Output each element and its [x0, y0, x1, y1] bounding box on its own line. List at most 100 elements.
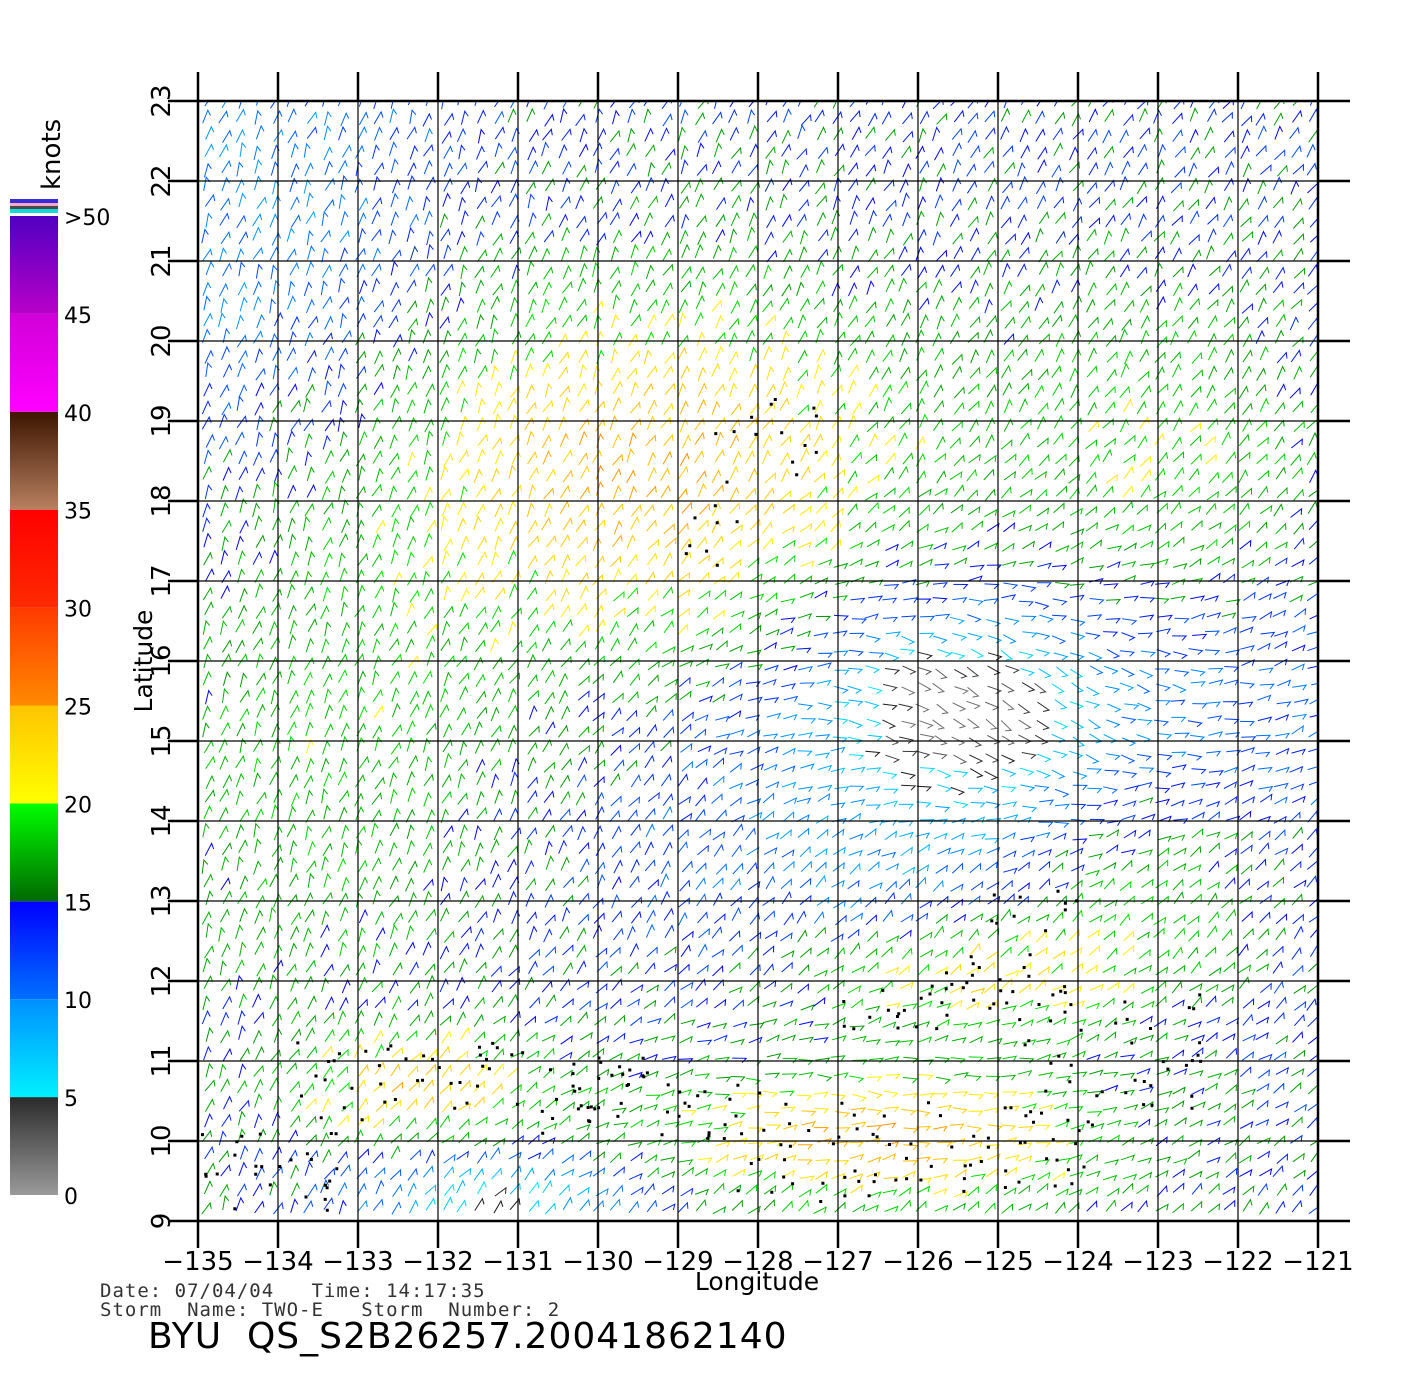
wind-barb-group — [628, 485, 638, 501]
wind-barb-group — [882, 703, 1016, 792]
wind-barb-group — [290, 364, 1154, 1178]
wind-barb-group — [269, 317, 1250, 1212]
longitude-tick-label: −133 — [322, 1247, 393, 1277]
color-scale-cap — [10, 199, 58, 203]
wind-barb-group — [457, 380, 916, 1179]
wind-barb-group — [799, 1036, 815, 1043]
wind-barb-group — [426, 312, 1051, 1145]
wind-barb-group — [202, 158, 1306, 1215]
wind-barb-group — [848, 635, 1103, 857]
wind-barb-group — [201, 101, 1287, 1197]
wind-barb-group — [205, 247, 885, 658]
wind-barb-group — [205, 176, 1303, 1194]
wind-barb-group — [456, 635, 916, 1194]
latitude-tick-labels: 9 10 11 12 13 14 15 16 17 18 19 20 21 22 23 — [147, 84, 177, 1229]
wind-barb-group — [1002, 801, 1018, 808]
wind-barb-group — [391, 1081, 404, 1093]
wind-barb-group — [798, 679, 1118, 744]
wind-barb-group — [558, 366, 995, 1118]
wind-barb-group — [323, 282, 1252, 1126]
wind-barb-group — [238, 127, 1156, 1160]
wind-barb-group — [203, 125, 1154, 871]
wind-barb-group — [221, 159, 1272, 1214]
wind-barb-group — [529, 142, 1304, 1042]
latitude-tick-label: 13 — [147, 884, 177, 917]
wind-barb-group — [205, 101, 1303, 1214]
plot-frame — [196, 99, 1320, 1223]
wind-barb-group — [578, 430, 588, 446]
wind-barb-group — [660, 484, 671, 499]
latitude-tick-label: 10 — [147, 1124, 177, 1157]
wind-barb-group — [730, 669, 1206, 891]
wind-barb-group — [218, 246, 1303, 1212]
wind-barb-group — [254, 109, 816, 688]
wind-barb-group — [865, 750, 984, 778]
wind-barb-group — [647, 451, 919, 1166]
wind-barb-group — [218, 110, 1190, 773]
wind-barb-group — [374, 126, 1208, 1160]
wind-barb-group — [459, 484, 1001, 1161]
wind-barb-group — [253, 211, 1287, 1180]
wind-barb-group — [203, 101, 1253, 1212]
wind-barb-group — [1225, 649, 1289, 789]
wind-barb-group — [797, 616, 965, 756]
latitude-tick-label: 22 — [147, 164, 177, 197]
wind-barb-group — [372, 211, 1272, 1029]
wind-barb-group — [953, 754, 968, 765]
wind-barb-group — [305, 210, 965, 841]
wind-barb-group — [337, 294, 1236, 1080]
color-scale-label: 25 — [64, 696, 92, 721]
wind-barb-group — [288, 244, 1288, 1214]
color-scale-band — [10, 803, 58, 902]
wind-barb-group — [235, 111, 1318, 1146]
wind-barb-group — [954, 668, 968, 679]
wind-barb-group — [425, 101, 1220, 872]
wind-barb-group — [222, 101, 1267, 1197]
wind-barb-group — [239, 141, 1140, 813]
wind-barb-group — [271, 314, 1268, 1197]
wind-barb-group — [235, 101, 1318, 1197]
y-axis-label: Latitude — [129, 610, 158, 713]
wind-barb-group — [473, 764, 833, 1181]
wind-barb-group — [476, 362, 1068, 1181]
latitude-tick-label: 18 — [147, 484, 177, 517]
wind-barb-group — [509, 101, 1318, 1196]
wind-barb-group — [205, 177, 1253, 1161]
wind-barb-group — [323, 146, 883, 1213]
wind-barb-group — [357, 313, 1084, 1177]
wind-barb-group — [662, 730, 1318, 820]
wind-barb-group — [204, 101, 1272, 1163]
wind-barb-group — [409, 350, 1152, 1184]
wind-barb-group — [613, 519, 623, 535]
wind-barb-group — [628, 149, 1307, 1113]
wind-barb-group — [203, 101, 1305, 1195]
wind-barb-group — [339, 229, 1020, 892]
color-scale-band — [10, 313, 58, 412]
wind-barb-group — [560, 417, 953, 1161]
wind-barb-group — [256, 101, 1054, 938]
wind-barb-group — [443, 618, 1086, 1177]
wind-barb-group — [950, 651, 966, 660]
wind-barb-group — [612, 417, 931, 1117]
wind-barb-group — [273, 128, 1187, 872]
wind-barb-group — [865, 733, 1066, 839]
wind-barb-group — [917, 101, 1217, 875]
latitude-tick-label: 16 — [147, 644, 177, 677]
wind-barb-group — [252, 101, 1269, 843]
longitude-tick-label: −128 — [722, 1247, 793, 1277]
wind-barb-group — [1055, 230, 1066, 244]
wind-barb-group — [830, 668, 1052, 824]
wind-barb-group — [425, 1063, 437, 1076]
wind-barb-group — [833, 598, 1224, 909]
wind-barb-group — [220, 101, 1318, 1026]
wind-barb-group — [202, 211, 1283, 1211]
wind-barb-group — [491, 365, 967, 1178]
wind-barb-group — [371, 101, 1307, 1011]
wind-barb-group — [204, 143, 1086, 641]
wind-barb-group — [524, 416, 864, 1148]
wind-barb-group — [389, 366, 812, 1113]
wind-barb-group — [1070, 719, 1085, 730]
wind-barb-group — [1017, 703, 1031, 715]
wind-barb-group — [388, 101, 1289, 1180]
wind-barb-group — [444, 786, 1017, 1197]
